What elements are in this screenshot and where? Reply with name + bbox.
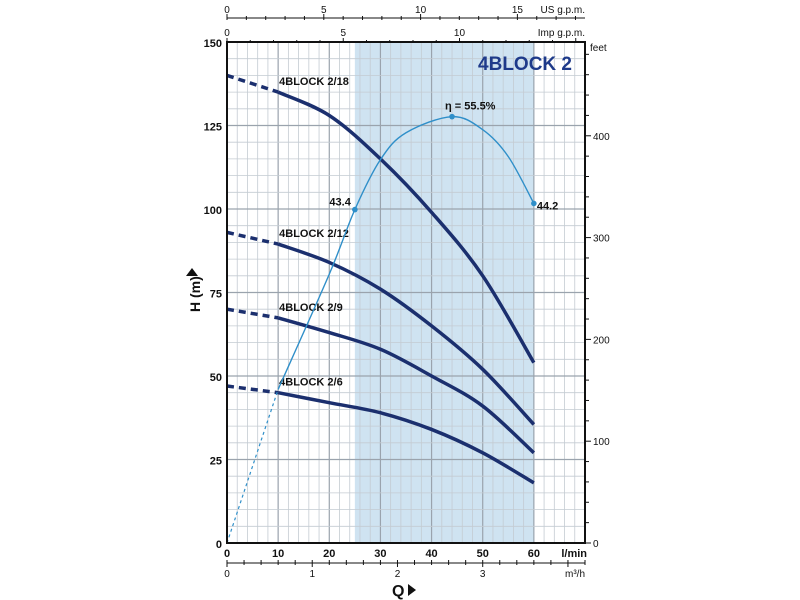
pump-curve-dashed	[226, 307, 279, 320]
efficiency-curve-dashed	[226, 389, 279, 544]
chart-title: 4BLOCK 2	[478, 54, 572, 75]
curve-label: 4BLOCK 2/18	[279, 76, 349, 88]
pump-curve	[277, 390, 535, 485]
us-gpm-unit-label: US g.p.m.	[541, 5, 585, 16]
m3h-tick-label: 2	[395, 569, 401, 580]
x-tick-label: 10	[272, 548, 284, 560]
y-tick-label: 75	[210, 289, 222, 301]
pump-curve	[277, 316, 536, 455]
y-tick-label: 50	[210, 372, 222, 384]
m3h-tick-label: 1	[309, 569, 315, 580]
pump-curve-dashed	[226, 230, 279, 246]
imp-gpm-unit-label: Imp g.p.m.	[538, 28, 585, 39]
efficiency-curve	[277, 115, 535, 390]
efficiency-point	[449, 113, 455, 120]
curve-label: 4BLOCK 2/6	[279, 377, 343, 389]
curve-label: 4BLOCK 2/9	[279, 302, 343, 314]
y-tick-label: 0	[216, 539, 222, 551]
efficiency-point	[352, 206, 358, 213]
pump-curve	[277, 242, 536, 426]
x-tick-label: 0	[224, 548, 230, 560]
m3h-unit-label: m³/h	[565, 569, 585, 580]
y-tick-label: 125	[204, 122, 222, 134]
y-arrow-icon	[186, 268, 198, 276]
feet-unit-label: feet	[590, 43, 607, 54]
x-tick-label: 50	[477, 548, 489, 560]
plot-frame	[226, 41, 586, 544]
x-tick-label: 20	[323, 548, 335, 560]
feet-tick-label: 400	[593, 132, 610, 143]
imp-gpm-tick-label: 0	[224, 28, 230, 39]
imp-gpm-tick-label: 10	[454, 28, 466, 39]
m3h-tick-label: 3	[480, 569, 486, 580]
m3h-tick-label: 0	[224, 569, 230, 580]
x-tick-label: 60	[528, 548, 540, 560]
y-axis-title: H (m)	[187, 276, 203, 312]
us-gpm-tick-label: 0	[224, 5, 230, 16]
efficiency-label: 43.4	[329, 197, 351, 209]
efficiency-peak-label: η = 55.5%	[445, 101, 496, 113]
pump-curve	[277, 90, 536, 364]
us-gpm-tick-label: 15	[512, 5, 524, 16]
imp-gpm-tick-label: 5	[340, 28, 346, 39]
feet-tick-label: 0	[593, 539, 599, 550]
feet-tick-label: 200	[593, 335, 610, 346]
feet-tick-label: 100	[593, 437, 610, 448]
y-tick-label: 25	[210, 456, 222, 468]
curve-label: 4BLOCK 2/12	[279, 228, 349, 240]
pump-curve-dashed	[226, 73, 279, 94]
y-tick-label: 100	[204, 205, 222, 217]
pump-curve-dashed	[226, 384, 279, 395]
us-gpm-tick-label: 10	[415, 5, 427, 16]
x-axis-title: Q	[392, 583, 404, 600]
x-tick-label: 30	[374, 548, 386, 560]
efficiency-point	[531, 200, 537, 207]
efficiency-label: 44.2	[537, 200, 558, 212]
x-unit-label: l/min	[561, 548, 587, 560]
x-tick-label: 40	[425, 548, 437, 560]
feet-tick-label: 300	[593, 234, 610, 245]
us-gpm-tick-label: 5	[321, 5, 327, 16]
x-arrow-icon	[408, 584, 416, 596]
y-tick-label: 150	[204, 38, 222, 50]
